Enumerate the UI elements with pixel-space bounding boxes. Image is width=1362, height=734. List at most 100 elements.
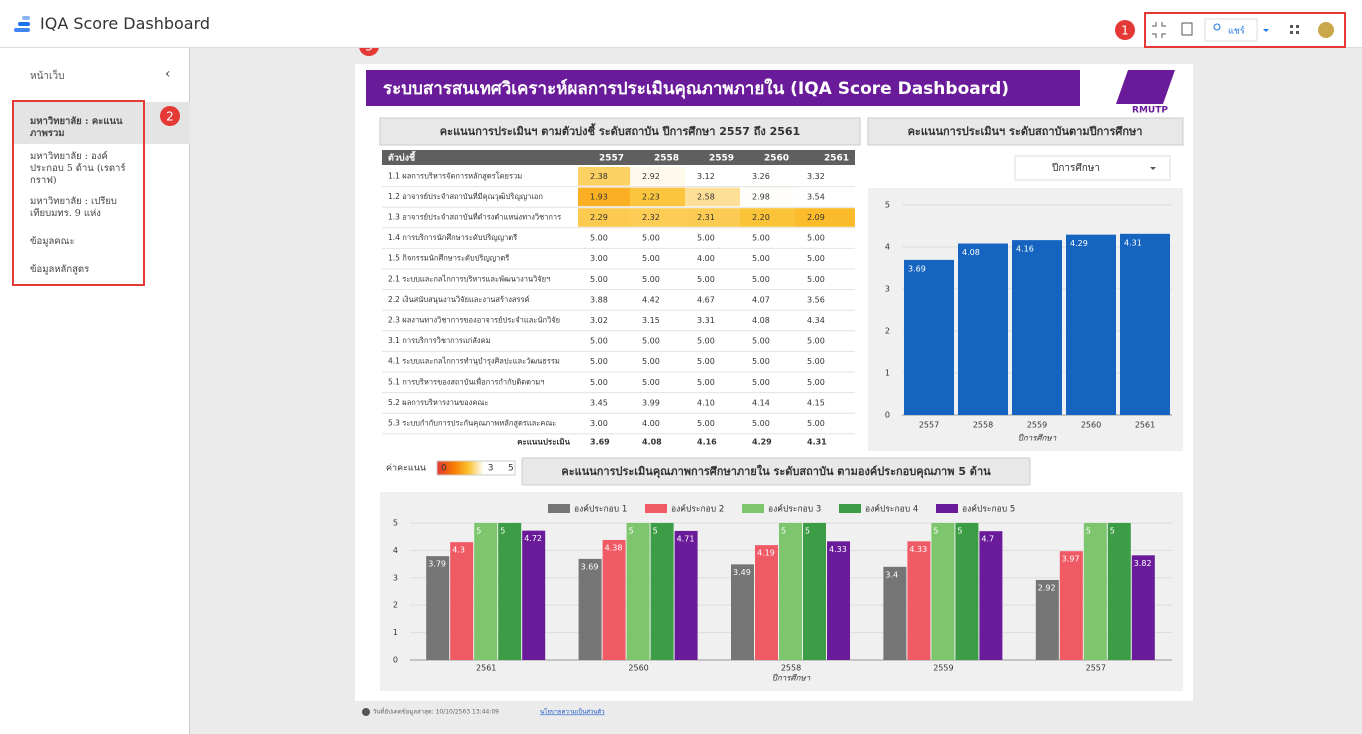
bar-value-label: 5 <box>500 526 505 535</box>
share-caret[interactable] <box>1263 29 1269 32</box>
share-icon[interactable] <box>1213 23 1221 31</box>
top-bar: 1 แชร์ IQA Score Dashboard <box>0 0 1362 48</box>
column-header: ตัวบ่งชี้ <box>388 151 416 164</box>
score-cell: 2.92 <box>642 172 660 181</box>
legend-label: องค์ประกอบ 5 <box>962 504 1015 515</box>
bar <box>931 522 955 660</box>
bar <box>958 243 1008 415</box>
total-cell: 4.16 <box>697 437 717 446</box>
score-cell: 5.00 <box>642 337 660 346</box>
selected-bg <box>12 102 190 144</box>
indicator-label: 1.4 การบริการนักศึกษาระดับปริญญาตรี <box>388 233 517 242</box>
indicator-label: 2.3 ผลงานทางวิชาการของอาจารย์ประจำและนัก… <box>388 316 560 325</box>
x-tick-label: 2559 <box>933 664 953 673</box>
bar-value-label: 5 <box>957 526 962 535</box>
bar <box>650 522 674 660</box>
x-tick-label: 2561 <box>476 664 496 673</box>
score-cell: 5.00 <box>807 275 825 284</box>
bar-value-label: 5 <box>653 526 658 535</box>
bar-value-label: 5 <box>629 526 634 535</box>
score-cell: 5.00 <box>807 378 825 387</box>
score-cell: 4.14 <box>752 398 770 407</box>
heat-cell <box>795 187 855 207</box>
x-tick-label: 2559 <box>1027 421 1047 430</box>
heat-cell <box>795 373 855 392</box>
copy-icon[interactable] <box>1181 22 1193 36</box>
bar <box>1107 522 1131 660</box>
collapse-arrow[interactable]: ‹ <box>165 66 171 82</box>
heat-cell <box>630 373 685 392</box>
dropdown-caret[interactable] <box>1150 167 1156 170</box>
exit-fullscreen-icon[interactable] <box>1152 22 1166 38</box>
grouped-chart-title: คะแนนการประเมินคุณภาพการศึกษาภายใน ระดับ… <box>561 464 991 479</box>
legend-swatch <box>548 504 570 513</box>
heat-cell <box>795 290 855 310</box>
legend-label: องค์ประกอบ 4 <box>865 504 918 515</box>
score-cell: 5.00 <box>590 378 608 387</box>
bar-value-label: 4.29 <box>1070 239 1088 248</box>
annotation-number: 1 <box>1121 24 1129 38</box>
heat-cell <box>630 167 685 186</box>
bar <box>779 522 802 660</box>
heat-cell <box>740 208 795 227</box>
heat-cell <box>685 249 740 268</box>
bar <box>474 522 498 660</box>
score-cell: 5.00 <box>697 419 715 428</box>
score-cell: 3.12 <box>697 172 715 181</box>
bar-value-label: 5 <box>1086 526 1091 535</box>
share-button[interactable] <box>1204 18 1258 42</box>
score-cell: 3.15 <box>642 316 660 325</box>
avatar[interactable] <box>1318 22 1334 38</box>
year-dropdown[interactable] <box>1014 155 1171 181</box>
heat-cell <box>685 311 740 330</box>
bar-value-label: 4.3 <box>452 546 465 555</box>
score-cell: 5.00 <box>807 337 825 346</box>
heat-cell <box>630 249 685 268</box>
total-cell: 4.29 <box>752 437 772 446</box>
score-cell: 5.00 <box>590 275 608 284</box>
score-cell: 3.00 <box>590 254 608 263</box>
bar <box>626 522 650 660</box>
dropdown-label[interactable]: ปีการศึกษา <box>1051 162 1100 174</box>
heat-cell <box>685 270 740 289</box>
heat-cell <box>630 331 685 351</box>
app-title: IQA Score Dashboard <box>40 14 211 33</box>
bar-value-label: 5 <box>805 526 810 535</box>
score-cell: 2.09 <box>807 213 825 222</box>
nav-item[interactable]: มหาวิทยาลัย : เปรียบเทียบมทร. 9 แห่ง <box>30 196 117 219</box>
heat-legend-tick: 5 <box>508 464 514 474</box>
heat-cell <box>740 249 795 268</box>
privacy-link[interactable]: นโยบายความเป็นส่วนตัว <box>540 707 605 716</box>
score-cell: 4.10 <box>697 398 715 407</box>
score-cell: 4.42 <box>642 295 660 304</box>
legend-swatch <box>742 504 764 513</box>
apps-icon[interactable] <box>1290 25 1299 34</box>
score-cell: 3.45 <box>590 398 608 407</box>
heat-cell <box>795 393 855 413</box>
x-tick-label: 2558 <box>973 421 993 430</box>
bar-value-label: 4.71 <box>677 534 695 543</box>
score-cell: 5.00 <box>807 419 825 428</box>
indicator-label: 4.1 ระบบและกลไกการทำนุบำรุงศิลปะและวัฒนธ… <box>388 357 560 366</box>
column-header: 2557 <box>599 154 624 164</box>
bar <box>1035 579 1059 660</box>
heat-cell <box>578 208 630 227</box>
heat-cell <box>795 270 855 289</box>
nav-item[interactable]: มหาวิทยาลัย : องค์ประกอบ 5 ด้าน (เรดาร์ก… <box>30 151 126 186</box>
heat-cell <box>578 187 630 207</box>
nav-item[interactable]: ข้อมูลคณะ <box>30 236 75 247</box>
highlight-box <box>1144 12 1346 48</box>
heat-cell <box>795 414 855 433</box>
score-cell: 3.02 <box>590 316 608 325</box>
score-cell: 5.00 <box>590 357 608 366</box>
bar <box>1083 522 1107 660</box>
heat-legend-bar <box>436 460 516 476</box>
column-header: 2560 <box>764 154 789 164</box>
heat-cell <box>685 228 740 248</box>
nav-item[interactable]: ข้อมูลหลักสูตร <box>30 264 90 275</box>
bar-value-label: 5 <box>1110 526 1115 535</box>
nav-item[interactable]: มหาวิทยาลัย : คะแนนภาพรวม <box>30 116 123 139</box>
indicator-label: 5.2 ผลการบริหารงานของคณะ <box>388 398 488 407</box>
share-label[interactable]: แชร์ <box>1228 25 1245 37</box>
